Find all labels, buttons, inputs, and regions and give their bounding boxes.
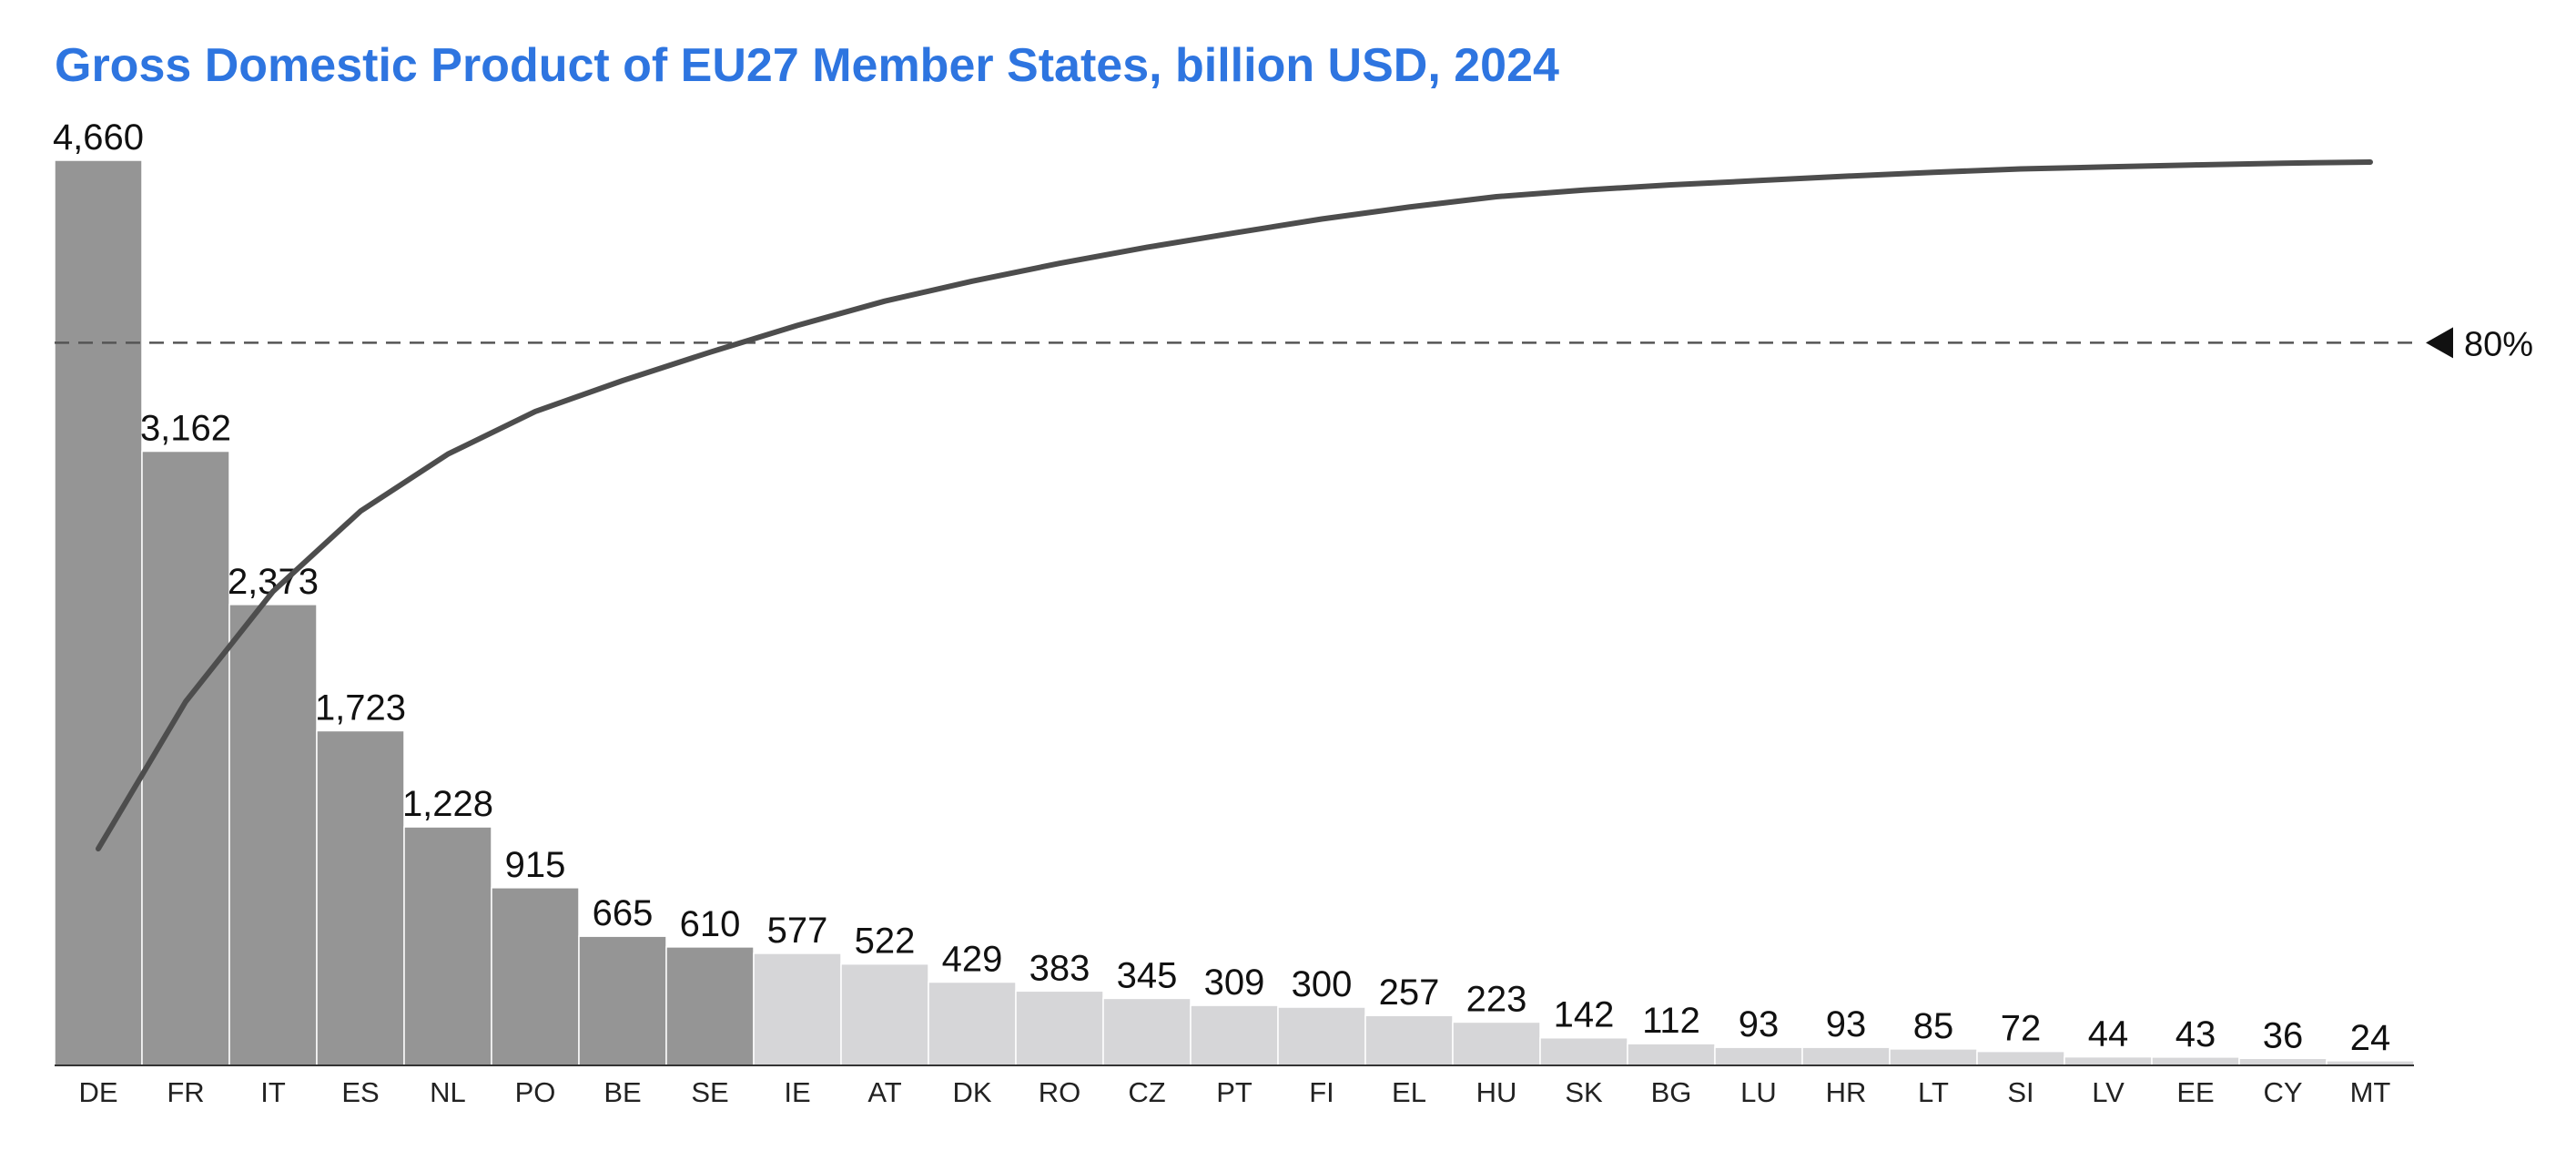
- bar-po: [491, 887, 580, 1066]
- value-label-sk: 142: [1554, 995, 1615, 1035]
- category-label-po: PO: [515, 1076, 556, 1108]
- reference-marker-icon: [2426, 327, 2453, 359]
- category-label-mt: MT: [2350, 1076, 2391, 1108]
- bar-dk: [928, 981, 1017, 1066]
- bar-pt: [1190, 1004, 1279, 1066]
- category-label-hr: HR: [1826, 1076, 1867, 1108]
- value-label-po: 915: [505, 845, 566, 885]
- bar-nl: [403, 826, 492, 1066]
- category-label-lv: LV: [2092, 1076, 2125, 1108]
- value-label-fr: 3,162: [140, 409, 231, 449]
- bar-si: [1976, 1050, 2065, 1066]
- value-label-hr: 93: [1826, 1004, 1867, 1044]
- value-label-es: 1,723: [315, 688, 406, 728]
- value-label-bg: 112: [1642, 1001, 1700, 1041]
- value-label-at: 522: [855, 922, 916, 962]
- bars-group: [54, 159, 2415, 1066]
- bar-lu: [1714, 1046, 1803, 1066]
- category-label-de: DE: [78, 1076, 117, 1108]
- category-label-lu: LU: [1740, 1076, 1777, 1108]
- value-label-mt: 24: [2350, 1018, 2391, 1058]
- value-label-dk: 429: [942, 939, 1003, 979]
- value-label-lu: 93: [1739, 1004, 1780, 1044]
- bar-be: [578, 935, 667, 1066]
- value-label-lv: 44: [2088, 1014, 2129, 1054]
- category-label-dk: DK: [952, 1076, 991, 1108]
- category-label-ie: IE: [784, 1076, 810, 1108]
- category-label-si: SI: [2007, 1076, 2033, 1108]
- category-label-se: SE: [691, 1076, 728, 1108]
- category-label-el: EL: [1392, 1076, 1426, 1108]
- bar-bg: [1627, 1043, 1716, 1066]
- bar-sk: [1539, 1036, 1628, 1066]
- category-label-sk: SK: [1565, 1076, 1603, 1108]
- bar-cz: [1102, 997, 1192, 1066]
- cumulative-share-line: [96, 159, 2373, 851]
- value-label-nl: 1,228: [402, 784, 493, 824]
- value-label-de: 4,660: [53, 117, 144, 158]
- bar-ee: [2151, 1056, 2240, 1066]
- bar-fr: [141, 450, 230, 1066]
- category-label-bg: BG: [1651, 1076, 1692, 1108]
- chart-title: Gross Domestic Product of EU27 Member St…: [55, 39, 1559, 92]
- category-label-at: AT: [867, 1076, 901, 1108]
- value-label-fi: 300: [1292, 964, 1353, 1004]
- value-label-ro: 383: [1029, 948, 1090, 988]
- value-label-cz: 345: [1117, 955, 1178, 995]
- value-label-se: 610: [680, 904, 741, 944]
- bar-lv: [2064, 1055, 2153, 1066]
- category-label-lt: LT: [1918, 1076, 1949, 1108]
- category-label-it: IT: [260, 1076, 286, 1108]
- value-label-ie: 577: [767, 911, 828, 951]
- value-label-ee: 43: [2175, 1014, 2216, 1054]
- value-label-el: 257: [1379, 973, 1440, 1013]
- bar-es: [316, 729, 405, 1066]
- category-label-hu: HU: [1476, 1076, 1517, 1108]
- bar-se: [665, 946, 755, 1066]
- category-labels-group: DE FR IT ES NL PO BE SE IE AT DK RO CZ PT FI EL HU SK BG LU…: [78, 1076, 2390, 1108]
- value-label-pt: 309: [1204, 963, 1265, 1003]
- bar-at: [840, 963, 929, 1066]
- bar-hr: [1801, 1046, 1891, 1066]
- category-label-ee: EE: [2176, 1076, 2214, 1108]
- bar-ie: [753, 952, 842, 1066]
- category-label-ro: RO: [1039, 1076, 1081, 1108]
- category-label-pt: PT: [1216, 1076, 1253, 1108]
- bar-el: [1364, 1014, 1454, 1066]
- bar-lt: [1889, 1048, 1978, 1066]
- bar-cy: [2238, 1057, 2328, 1066]
- value-label-be: 665: [593, 893, 654, 933]
- category-label-cy: CY: [2263, 1076, 2302, 1108]
- category-label-fr: FR: [167, 1076, 204, 1108]
- bar-ro: [1015, 990, 1104, 1066]
- category-label-es: ES: [341, 1076, 379, 1108]
- reference-label: 80%: [2464, 325, 2533, 363]
- value-label-lt: 85: [1913, 1006, 1954, 1046]
- value-label-hu: 223: [1466, 979, 1527, 1019]
- value-label-cy: 36: [2263, 1015, 2304, 1055]
- category-label-fi: FI: [1309, 1076, 1334, 1108]
- category-label-cz: CZ: [1128, 1076, 1165, 1108]
- value-label-si: 72: [2001, 1009, 2042, 1049]
- bar-fi: [1277, 1006, 1366, 1066]
- bar-hu: [1452, 1021, 1541, 1066]
- bar-de: [54, 159, 143, 1066]
- bar-it: [228, 604, 318, 1066]
- category-label-nl: NL: [430, 1076, 466, 1108]
- category-label-be: BE: [603, 1076, 641, 1108]
